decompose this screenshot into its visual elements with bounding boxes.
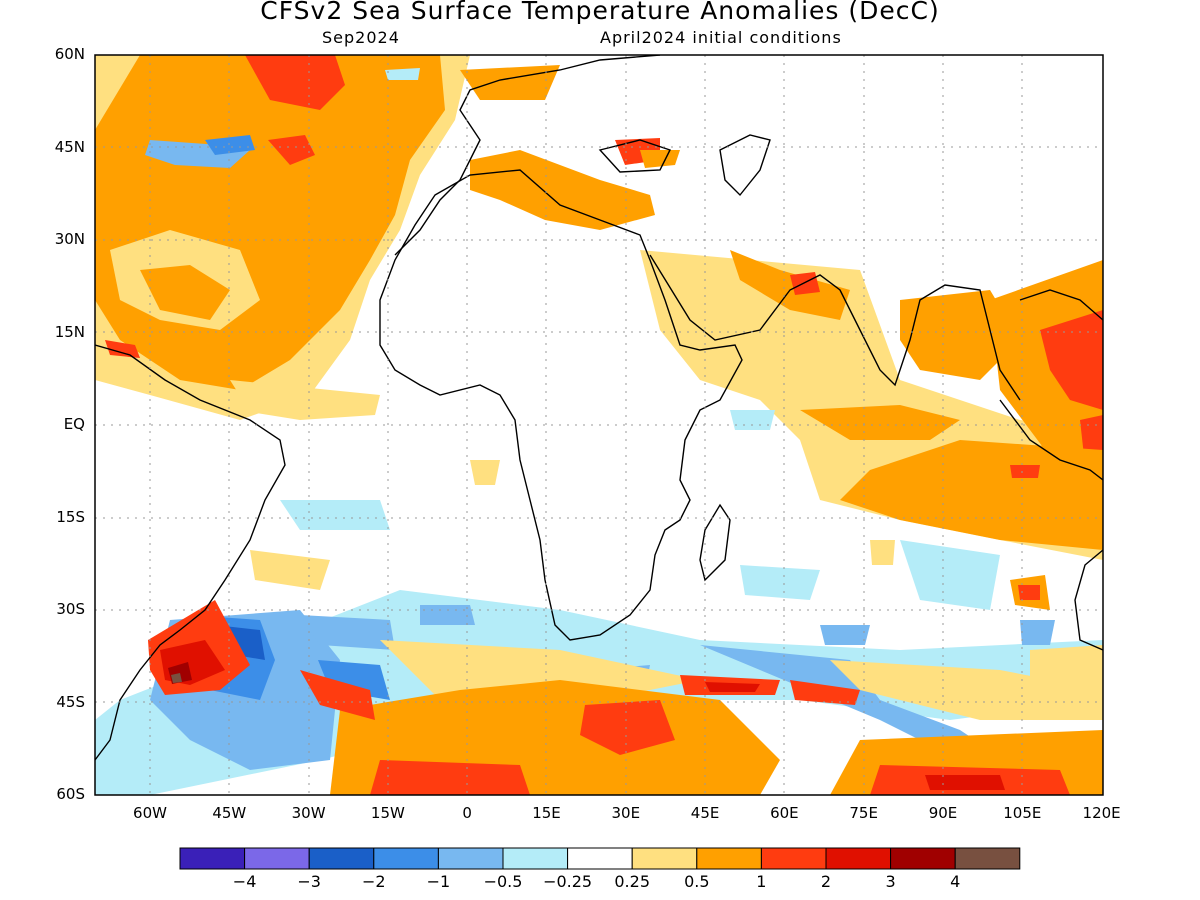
colorbar-swatch	[567, 847, 633, 870]
lat-label: 45S	[56, 692, 85, 711]
initial-conditions-label: April2024 initial conditions	[600, 28, 842, 47]
lon-label: 60W	[133, 804, 167, 822]
colorbar-swatch	[760, 847, 827, 870]
colorbar-label: −0.5	[483, 872, 523, 891]
colorbar-label: 3	[885, 872, 896, 891]
southeast-asia-coastline	[999, 289, 1103, 481]
anomaly-field	[95, 55, 1103, 795]
colorbar-swatch	[954, 847, 1021, 870]
colorbar-swatch	[179, 847, 246, 870]
lon-label: 45W	[212, 804, 247, 822]
europe-coastline	[394, 55, 661, 256]
north-atlantic-anomaly	[95, 55, 560, 420]
colorbar-swatch	[631, 847, 698, 870]
colorbar-label: −0.25	[543, 872, 593, 891]
coastlines	[95, 55, 1103, 761]
colorbar-label: −3	[297, 872, 321, 891]
lon-label: 30W	[291, 804, 326, 822]
lat-label: 60S	[56, 785, 85, 803]
black-sea-coastline	[598, 139, 671, 173]
africa-coastline	[379, 169, 743, 641]
south-america-coastline	[95, 344, 286, 761]
colorbar-swatch	[890, 847, 956, 870]
map-title: CFSv2 Sea Surface Temperature Anomalies …	[260, 0, 940, 25]
lat-label: 30N	[54, 230, 85, 248]
lon-label: 15E	[532, 804, 561, 822]
colorbar-swatch	[437, 847, 504, 870]
lat-label: 30S	[56, 600, 85, 618]
lon-label: 60E	[770, 804, 799, 822]
graticule	[95, 55, 1103, 795]
lon-label: 105E	[1003, 804, 1042, 822]
colorbar-swatch	[373, 847, 439, 870]
lat-label: 15S	[56, 507, 85, 526]
colorbar-label: 0.5	[684, 872, 710, 891]
colorbar-swatch	[696, 847, 762, 870]
colorbar-label: 1	[756, 872, 767, 891]
colorbar-label: −2	[362, 872, 386, 891]
lat-label: 45N	[54, 137, 85, 156]
lon-label: 90E	[928, 804, 958, 822]
colorbar-swatch	[502, 847, 569, 870]
colorbar	[179, 847, 1021, 870]
colorbar-swatch	[244, 847, 310, 870]
lat-label: 60N	[54, 45, 85, 63]
lon-label: 120E	[1082, 804, 1121, 822]
australia-coastline	[1074, 549, 1103, 651]
colorbar-swatch	[825, 847, 892, 870]
colorbar-label: 2	[820, 872, 832, 891]
lat-label: 15N	[54, 322, 85, 341]
madagascar-coastline	[699, 503, 731, 582]
lon-label: 0	[462, 804, 472, 822]
caspian-coastline	[719, 134, 771, 197]
forecast-month: Sep2024	[322, 28, 400, 47]
colorbar-label: 0.25	[614, 872, 650, 891]
indian-ocean-north-anomaly	[640, 250, 1103, 560]
colorbar-label: −1	[426, 872, 451, 891]
lon-label: 75E	[849, 804, 878, 822]
arabia-india-coastline	[649, 254, 1021, 401]
lon-label: 15W	[370, 804, 405, 822]
colorbar-swatch	[308, 847, 375, 870]
colorbar-label: −4	[232, 872, 257, 891]
lon-label: 30E	[611, 804, 641, 822]
lat-label: EQ	[63, 415, 85, 433]
lon-label: 45E	[690, 804, 720, 822]
colorbar-label: 4	[950, 872, 961, 891]
map-frame	[94, 54, 1104, 796]
south-atlantic-anomaly	[95, 500, 1103, 795]
equatorial-atlantic-anomaly	[230, 380, 500, 485]
